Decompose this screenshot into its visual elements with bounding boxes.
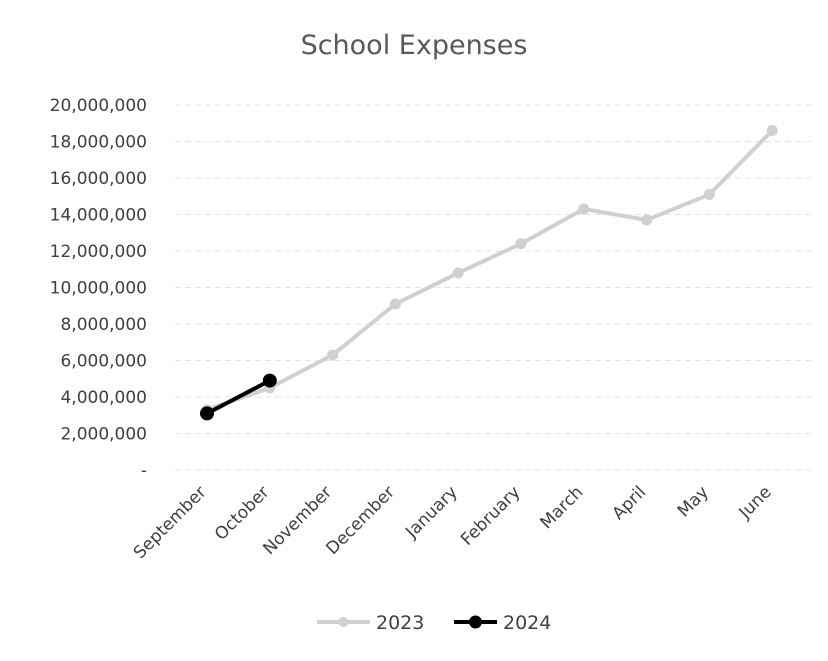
x-tick-label: January xyxy=(401,482,461,542)
y-tick-label: 14,000,000 xyxy=(50,206,147,226)
data-point xyxy=(262,373,277,388)
x-tick-label: October xyxy=(211,482,273,544)
y-tick-label: 16,000,000 xyxy=(50,169,147,189)
gridlines xyxy=(175,104,812,471)
data-point xyxy=(327,349,339,361)
series-2023 xyxy=(201,125,778,416)
chart-title: School Expenses xyxy=(300,30,528,61)
legend-label: 2024 xyxy=(503,612,551,634)
x-tick-label: May xyxy=(674,482,713,521)
x-tick-label: March xyxy=(537,482,588,533)
y-tick-label: 6,000,000 xyxy=(60,352,147,372)
data-point xyxy=(389,298,401,310)
y-tick-label: - xyxy=(141,461,147,481)
y-tick-label: 2,000,000 xyxy=(60,425,147,445)
legend-item-2024: 2024 xyxy=(454,612,551,634)
y-tick-label: 18,000,000 xyxy=(50,133,147,153)
y-axis-ticks: - 2,000,000 4,000,000 6,000,000 8,000,000 10,… xyxy=(50,96,147,481)
legend-label: 2023 xyxy=(376,612,424,634)
series-2024 xyxy=(200,373,277,421)
x-tick-label: April xyxy=(609,482,651,524)
data-point xyxy=(703,188,715,200)
data-point xyxy=(515,238,527,250)
x-tick-label: December xyxy=(322,482,398,558)
y-tick-label: 12,000,000 xyxy=(50,242,147,262)
legend: 2023 2024 xyxy=(317,612,551,634)
legend-item-2023: 2023 xyxy=(317,612,424,634)
data-point xyxy=(452,267,464,279)
legend-marker xyxy=(469,615,482,629)
y-tick-label: 20,000,000 xyxy=(50,96,147,116)
x-tick-label: September xyxy=(130,482,211,563)
data-point xyxy=(766,125,778,137)
series-lines xyxy=(200,125,778,421)
data-point xyxy=(578,203,590,215)
x-tick-label: June xyxy=(735,482,776,523)
series-line xyxy=(205,378,272,416)
y-tick-label: 4,000,000 xyxy=(60,388,147,408)
series-line xyxy=(205,128,775,412)
y-tick-label: 10,000,000 xyxy=(50,279,147,299)
x-tick-label: February xyxy=(457,482,524,549)
data-point xyxy=(641,214,653,226)
legend-marker xyxy=(338,617,349,627)
data-point xyxy=(200,406,214,421)
y-tick-label: 8,000,000 xyxy=(60,315,147,335)
